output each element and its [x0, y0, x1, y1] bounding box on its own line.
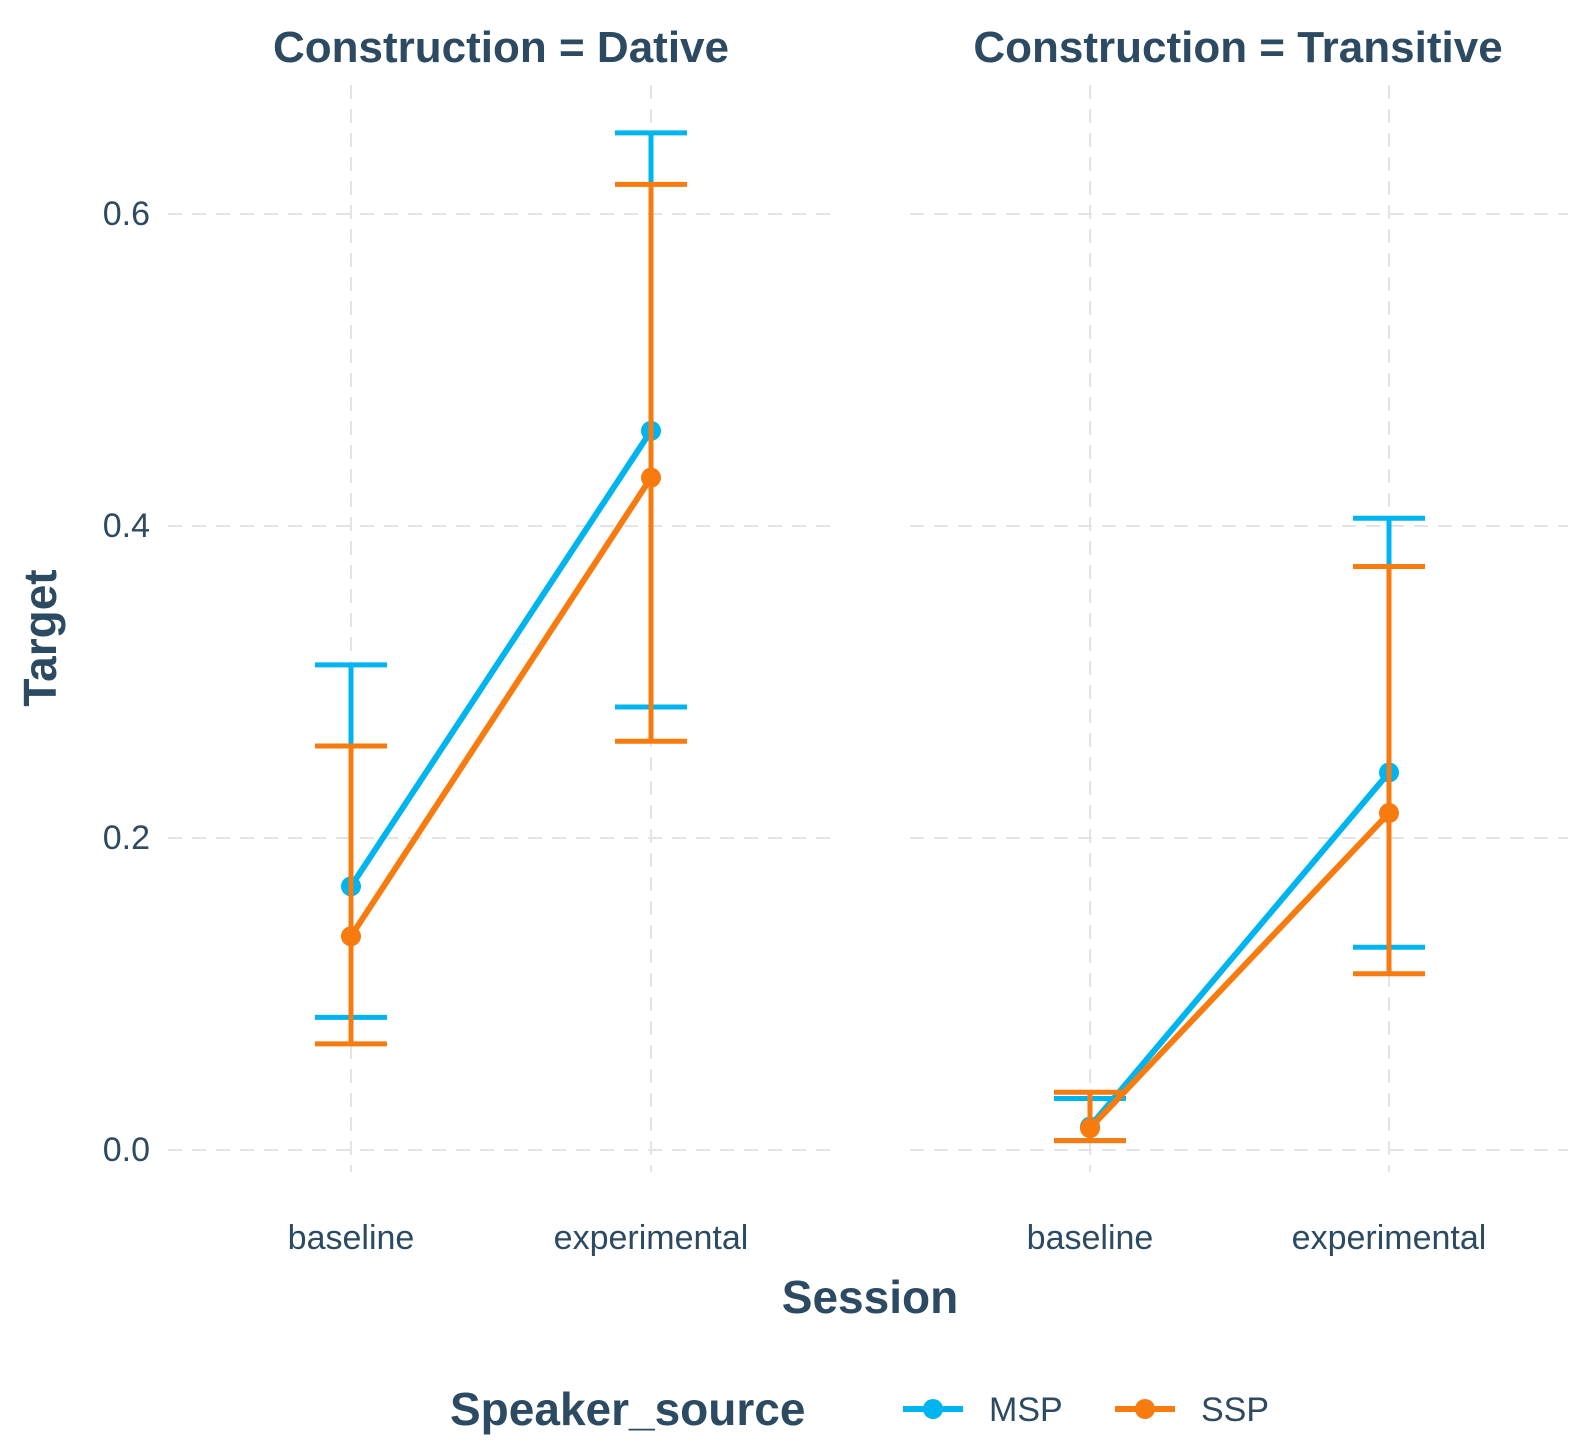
- legend-key-msp-point: [923, 1399, 943, 1419]
- legend-label-ssp: SSP: [1201, 1391, 1269, 1429]
- x-axis-title: Session: [782, 1271, 958, 1323]
- y-tick-label-2: 0.4: [103, 507, 150, 545]
- legend-key-ssp-point: [1135, 1399, 1155, 1419]
- series-line-msp: [348, 429, 654, 889]
- x-tick-label-transitive-baseline: baseline: [1027, 1219, 1154, 1257]
- x-tick-label-dative-experimental: experimental: [554, 1219, 749, 1257]
- legend-key-ssp: [1115, 1399, 1175, 1419]
- errorbar-ssp-experimental: [615, 181, 687, 744]
- panel-dative: Construction = Dative baseline experimen…: [168, 23, 833, 1257]
- series-line-ssp: [1087, 810, 1392, 1131]
- series-line-ssp: [348, 475, 654, 938]
- data-point-ssp-baseline: [341, 926, 361, 947]
- panel-title-transitive: Construction = Transitive: [973, 23, 1502, 72]
- panel-dative-marks: [315, 130, 687, 1047]
- x-tick-label-dative-baseline: baseline: [288, 1219, 415, 1257]
- panel-title-dative: Construction = Dative: [273, 23, 729, 72]
- errorbar-ssp-baseline: [315, 743, 387, 1047]
- panel-transitive-grid: [910, 85, 1568, 1172]
- errorbar-ssp-experimental: [1353, 564, 1425, 977]
- data-point-ssp-baseline: [1080, 1118, 1100, 1139]
- y-tick-label-1: 0.2: [103, 819, 150, 857]
- legend-key-msp: [903, 1399, 963, 1419]
- legend-label-msp: MSP: [989, 1391, 1063, 1429]
- data-point-ssp-experimental: [641, 467, 661, 488]
- y-tick-label-0: 0.0: [103, 1131, 150, 1169]
- y-tick-label-3: 0.6: [103, 195, 150, 233]
- legend: Speaker_source MSP SSP: [450, 1383, 1269, 1435]
- panel-transitive-marks: [1054, 515, 1425, 1144]
- y-axis: 0.0 0.2 0.4 0.6: [103, 195, 150, 1169]
- x-tick-label-transitive-experimental: experimental: [1292, 1219, 1487, 1257]
- y-axis-title: Target: [14, 569, 66, 706]
- panel-transitive: Construction = Transitive baseline exper…: [910, 23, 1568, 1257]
- series-line-msp: [1087, 770, 1392, 1129]
- legend-title: Speaker_source: [450, 1383, 805, 1435]
- panel-dative-grid: [168, 85, 833, 1172]
- data-point-ssp-experimental: [1379, 803, 1399, 824]
